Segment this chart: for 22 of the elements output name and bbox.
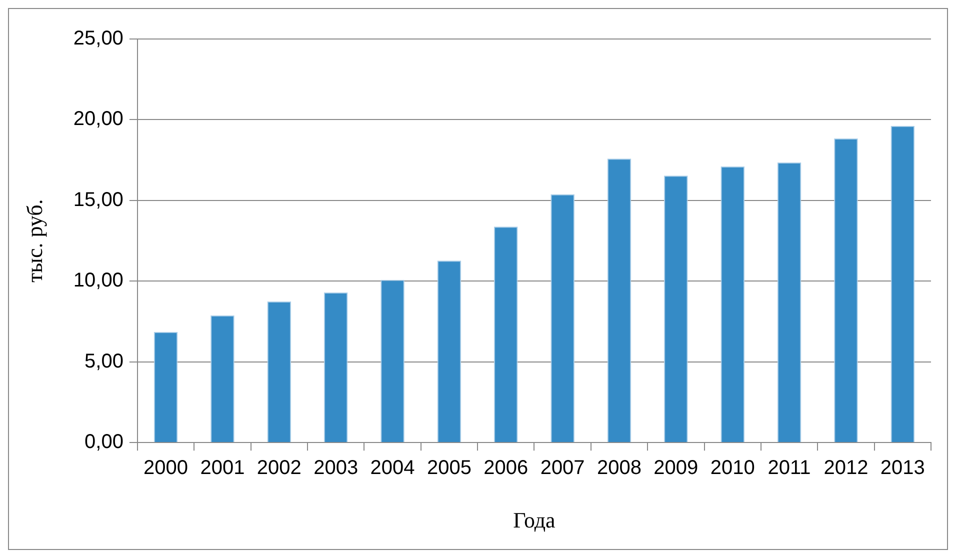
x-tick-label: 2003 <box>314 457 358 480</box>
x-tick-label: 2004 <box>370 457 415 480</box>
y-axis-title: тыс. руб. <box>22 199 47 282</box>
y-tick-label: 10,00 <box>73 270 124 292</box>
x-tick-label: 2008 <box>597 457 642 480</box>
y-tick-label: 20,00 <box>73 108 124 130</box>
y-tick-label: 0,00 <box>84 431 124 454</box>
x-tick-label: 2012 <box>824 457 868 480</box>
x-tick-label: 2006 <box>484 457 528 480</box>
x-tick-label: 2011 <box>768 457 811 480</box>
x-tick-label: 2005 <box>426 457 472 480</box>
x-tick-label: 2000 <box>144 457 188 480</box>
y-tick-label: 25,00 <box>73 28 124 50</box>
y-tick-label: 15,00 <box>73 188 124 211</box>
x-tick-label: 2002 <box>256 457 302 480</box>
x-tick-label: 2010 <box>710 457 755 480</box>
x-tick-label: 2009 <box>654 457 698 480</box>
x-axis-title: Года <box>513 508 556 533</box>
x-tick-label: 2001 <box>200 457 245 480</box>
y-tick-label: 5,00 <box>84 350 124 372</box>
x-tick-label: 2007 <box>540 457 585 480</box>
x-tick-label: 2013 <box>880 457 925 480</box>
